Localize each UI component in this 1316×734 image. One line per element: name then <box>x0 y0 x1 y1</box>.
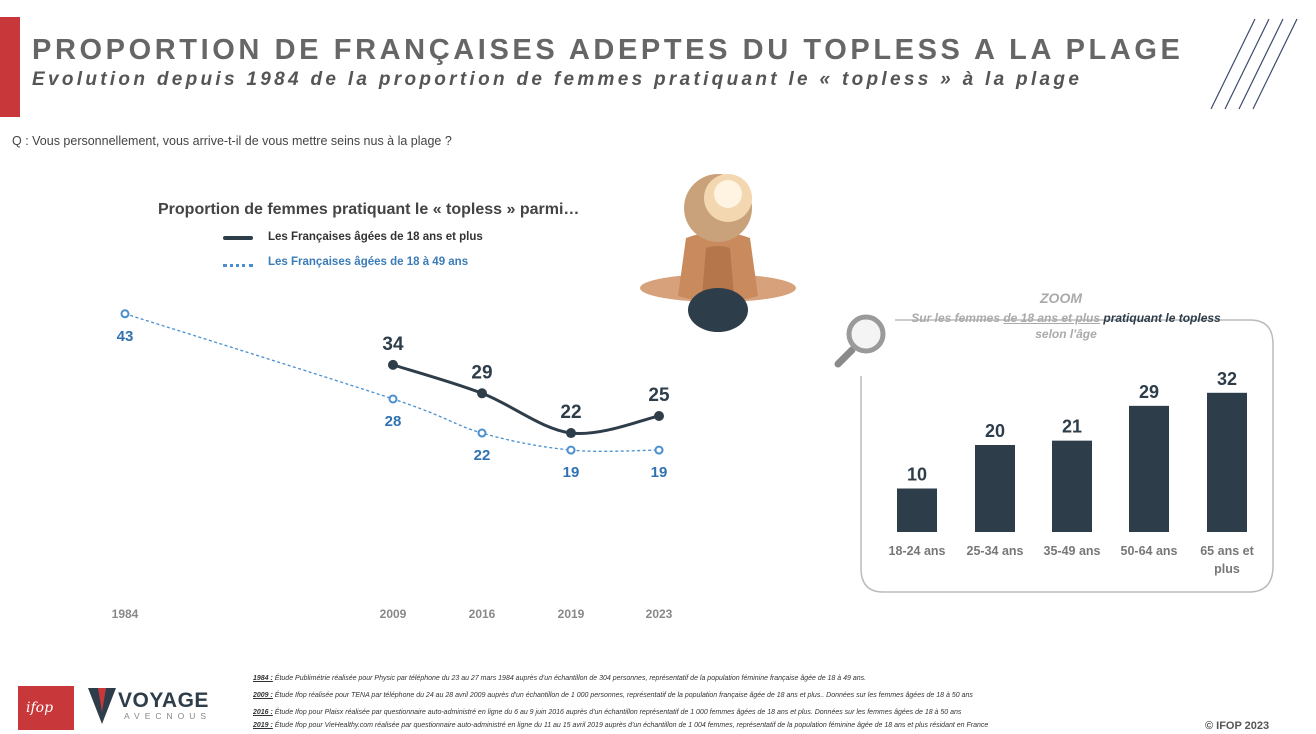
x-tick-label: 2023 <box>646 607 673 621</box>
data-label-18-plus: 29 <box>471 362 492 383</box>
data-label-18-49: 22 <box>474 447 491 464</box>
data-label-18-plus: 25 <box>648 385 670 406</box>
data-point-18-plus <box>477 388 487 399</box>
ifop-logo: ifop <box>18 686 74 730</box>
bar <box>1052 440 1092 532</box>
data-label-18-49: 43 <box>117 328 134 345</box>
footnote-year: 1984 : <box>253 675 273 682</box>
voyage-logo-icon <box>88 688 116 724</box>
data-label-18-49: 19 <box>563 464 580 481</box>
legend-swatch-dotted <box>223 264 253 267</box>
footnote-year: 2019 : <box>253 722 273 729</box>
footnote-text: Étude Ifop réalisée pour TENA par téléph… <box>272 692 973 699</box>
footnote-text: Étude Ifop pour VieHealthy.com réalisée … <box>272 722 989 729</box>
data-label-18-plus: 34 <box>382 334 404 355</box>
x-tick-label: 2009 <box>380 607 407 621</box>
decorative-stripes <box>1210 18 1298 110</box>
voyage-logo-subtext: AVECNOUS <box>124 711 212 721</box>
legend-label-18-plus: Les Françaises âgées de 18 ans et plus <box>268 231 483 243</box>
data-point-18-49 <box>120 309 130 319</box>
zoom-subtitle-part4: selon l'âge <box>1035 327 1097 341</box>
woman-illustration-icon <box>640 174 796 332</box>
data-label-18-49: 28 <box>385 413 402 430</box>
footnote-text: Étude Ifop pour Plaisx réalisée par ques… <box>272 709 962 716</box>
zoom-title: ZOOM <box>1040 290 1082 306</box>
legend-swatch-solid <box>223 236 253 240</box>
category-label: 18-24 ans <box>889 544 946 558</box>
zoom-subtitle-part3: pratiquant le topless <box>1100 311 1221 325</box>
data-point-18-plus <box>654 411 664 421</box>
data-label-18-plus: 22 <box>560 402 581 423</box>
zoom-subtitle: Sur les femmes de 18 ans et plus pratiqu… <box>906 310 1226 342</box>
magnifier-icon <box>834 314 886 368</box>
data-point-18-plus <box>566 428 576 439</box>
accent-bar <box>0 17 20 117</box>
copyright: © IFOP 2023 <box>1205 720 1270 732</box>
data-point-18-plus <box>388 359 398 370</box>
footnote-year: 2009 : <box>253 692 273 699</box>
bar <box>1207 392 1247 532</box>
zoom-subtitle-part2: de 18 ans et plus <box>1003 311 1101 325</box>
data-point-18-49 <box>388 394 398 404</box>
footnote-2009: 2009 : Étude Ifop réalisée pour TENA par… <box>253 692 973 699</box>
bar-value-label: 10 <box>907 465 927 485</box>
data-point-18-49 <box>477 428 487 438</box>
page-subtitle: Evolution depuis 1984 de la proportion d… <box>32 69 1083 90</box>
series-line-18-49 <box>124 313 660 452</box>
series-line-18-plus <box>392 363 660 436</box>
category-label: 50-64 ans <box>1121 544 1178 558</box>
footnote-2019: 2019 : Étude Ifop pour VieHealthy.com ré… <box>253 722 988 729</box>
category-label-line2: plus <box>1214 562 1240 576</box>
bar-chart: 10 18-24 ans 20 25-34 ans 21 35-49 ans 29 50-64… <box>889 369 1255 576</box>
category-label: 25-34 ans <box>967 544 1024 558</box>
zoom-subtitle-part1: Sur les femmes <box>911 311 1004 325</box>
legend-label-18-49: Les Françaises âgées de 18 à 49 ans <box>268 256 469 268</box>
bar <box>897 488 937 532</box>
line-chart: 1984 2009 2016 2019 2023 43 28 22 19 19 34 29 22 25 <box>112 309 673 621</box>
bar-value-label: 29 <box>1139 382 1159 402</box>
footnote-1984: 1984 : Étude Publimétrie réalisée pour P… <box>253 675 866 682</box>
footnote-2016: 2016 : Étude Ifop pour Plaisx réalisée p… <box>253 709 961 716</box>
voyage-logo-text: VOYAGE <box>118 689 209 712</box>
bar <box>1129 405 1169 532</box>
data-label-18-49: 19 <box>651 464 668 481</box>
page-title: PROPORTION DE FRANÇAISES ADEPTES DU TOPL… <box>32 34 1184 66</box>
ifop-logo-text: ifop <box>26 700 54 716</box>
data-point-18-49 <box>654 445 664 455</box>
x-tick-label: 2016 <box>469 607 496 621</box>
line-chart-title: Proportion de femmes pratiquant le « top… <box>158 201 580 218</box>
footnote-year: 2016 : <box>253 709 273 716</box>
bar-value-label: 20 <box>985 421 1005 441</box>
bar-value-label: 32 <box>1217 369 1237 389</box>
bar <box>975 445 1015 532</box>
survey-question: Q : Vous personnellement, vous arrive-t-… <box>12 134 452 148</box>
x-tick-label: 1984 <box>112 607 139 621</box>
data-point-18-49 <box>566 445 576 455</box>
category-label: 65 ans et <box>1200 544 1254 558</box>
category-label: 35-49 ans <box>1044 544 1101 558</box>
x-tick-label: 2019 <box>558 607 585 621</box>
zoom-panel-border <box>860 319 1274 593</box>
footnote-text: Étude Publimétrie réalisée pour Physic p… <box>272 675 867 682</box>
bar-value-label: 21 <box>1062 417 1082 437</box>
